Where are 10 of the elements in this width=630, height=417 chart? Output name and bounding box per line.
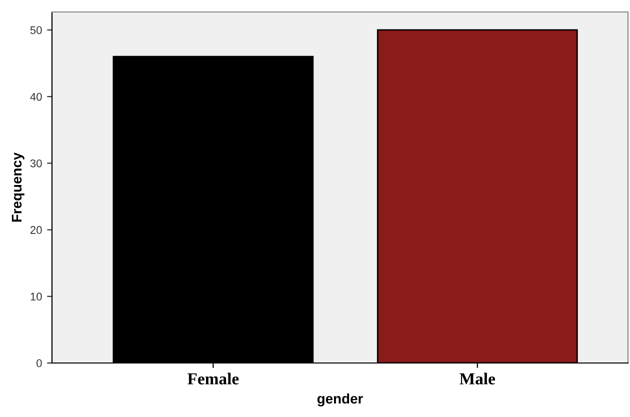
x-tick-label: Female: [188, 372, 239, 384]
y-tick-label: 40: [30, 92, 42, 101]
y-axis-title: Frequency: [12, 152, 24, 222]
x-tick-label: Male: [460, 372, 496, 384]
y-tick-label: 50: [30, 26, 42, 34]
y-tick-label: 20: [30, 226, 42, 234]
x-axis-title: gender: [317, 393, 363, 406]
y-tick-label: 0: [36, 359, 42, 368]
y-tick-label: 30: [30, 159, 42, 168]
y-tick-label: 10: [30, 292, 42, 301]
